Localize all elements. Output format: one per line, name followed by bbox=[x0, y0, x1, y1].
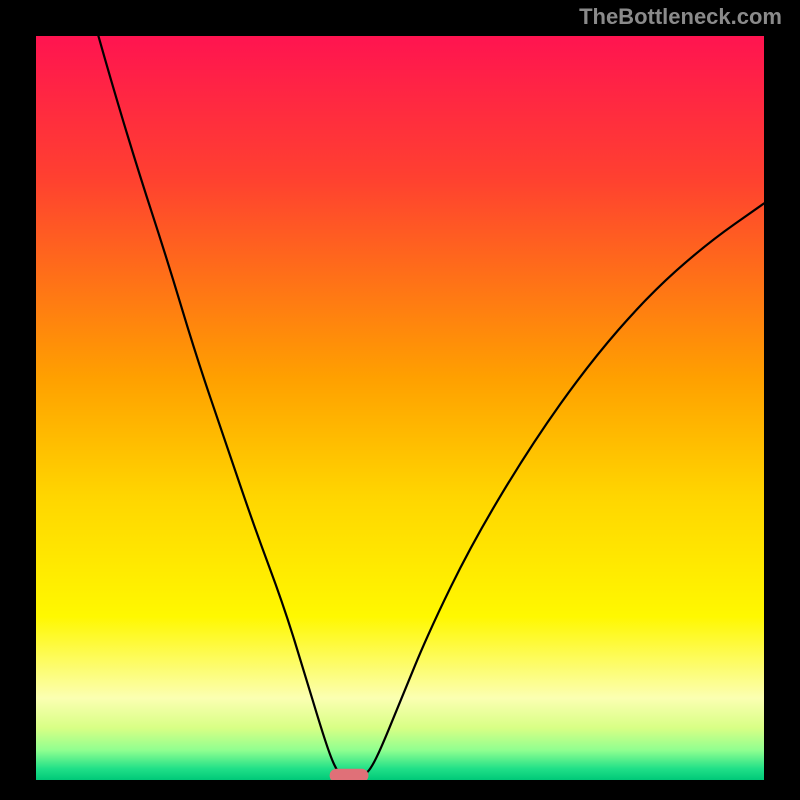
plot-area bbox=[36, 36, 764, 780]
chart-frame: TheBottleneck.com bbox=[0, 0, 800, 800]
source-watermark: TheBottleneck.com bbox=[579, 4, 782, 30]
